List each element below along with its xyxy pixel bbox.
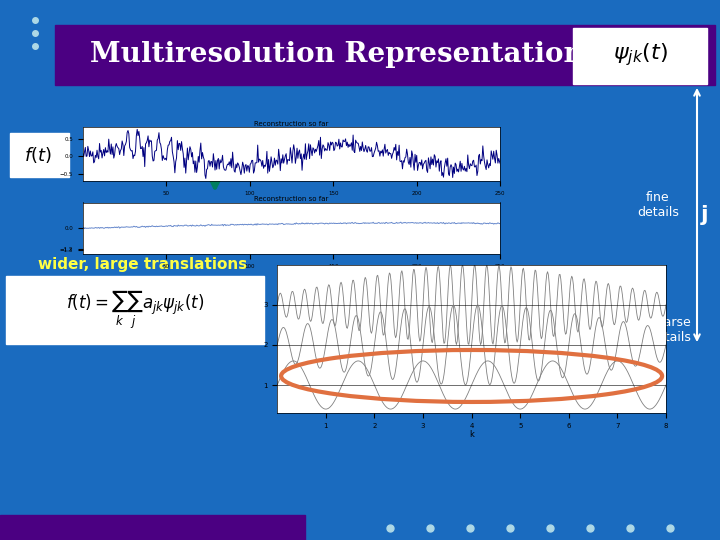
FancyBboxPatch shape	[6, 276, 264, 344]
Text: fine
details: fine details	[637, 191, 679, 219]
Text: Multiresolution Representation using: Multiresolution Representation using	[90, 42, 680, 69]
Text: $f(t) = \sum_k \sum_j a_{jk} \psi_{jk}(t)$: $f(t) = \sum_k \sum_j a_{jk} \psi_{jk}(t…	[66, 288, 204, 332]
Title: Reconstruction so far: Reconstruction so far	[254, 196, 329, 202]
Bar	[55, 25, 715, 85]
FancyBboxPatch shape	[573, 28, 707, 84]
X-axis label: k: k	[469, 430, 474, 439]
Text: wider, large translations: wider, large translations	[38, 258, 247, 273]
Text: j: j	[701, 205, 708, 225]
Bar	[0, 515, 305, 540]
Text: coarse
details: coarse details	[649, 316, 691, 344]
FancyBboxPatch shape	[10, 133, 69, 177]
Title: Reconstruction so far: Reconstruction so far	[254, 120, 329, 126]
Text: $f(t)$: $f(t)$	[24, 145, 52, 165]
Text: $\psi_{jk}(t)$: $\psi_{jk}(t)$	[613, 42, 667, 69]
